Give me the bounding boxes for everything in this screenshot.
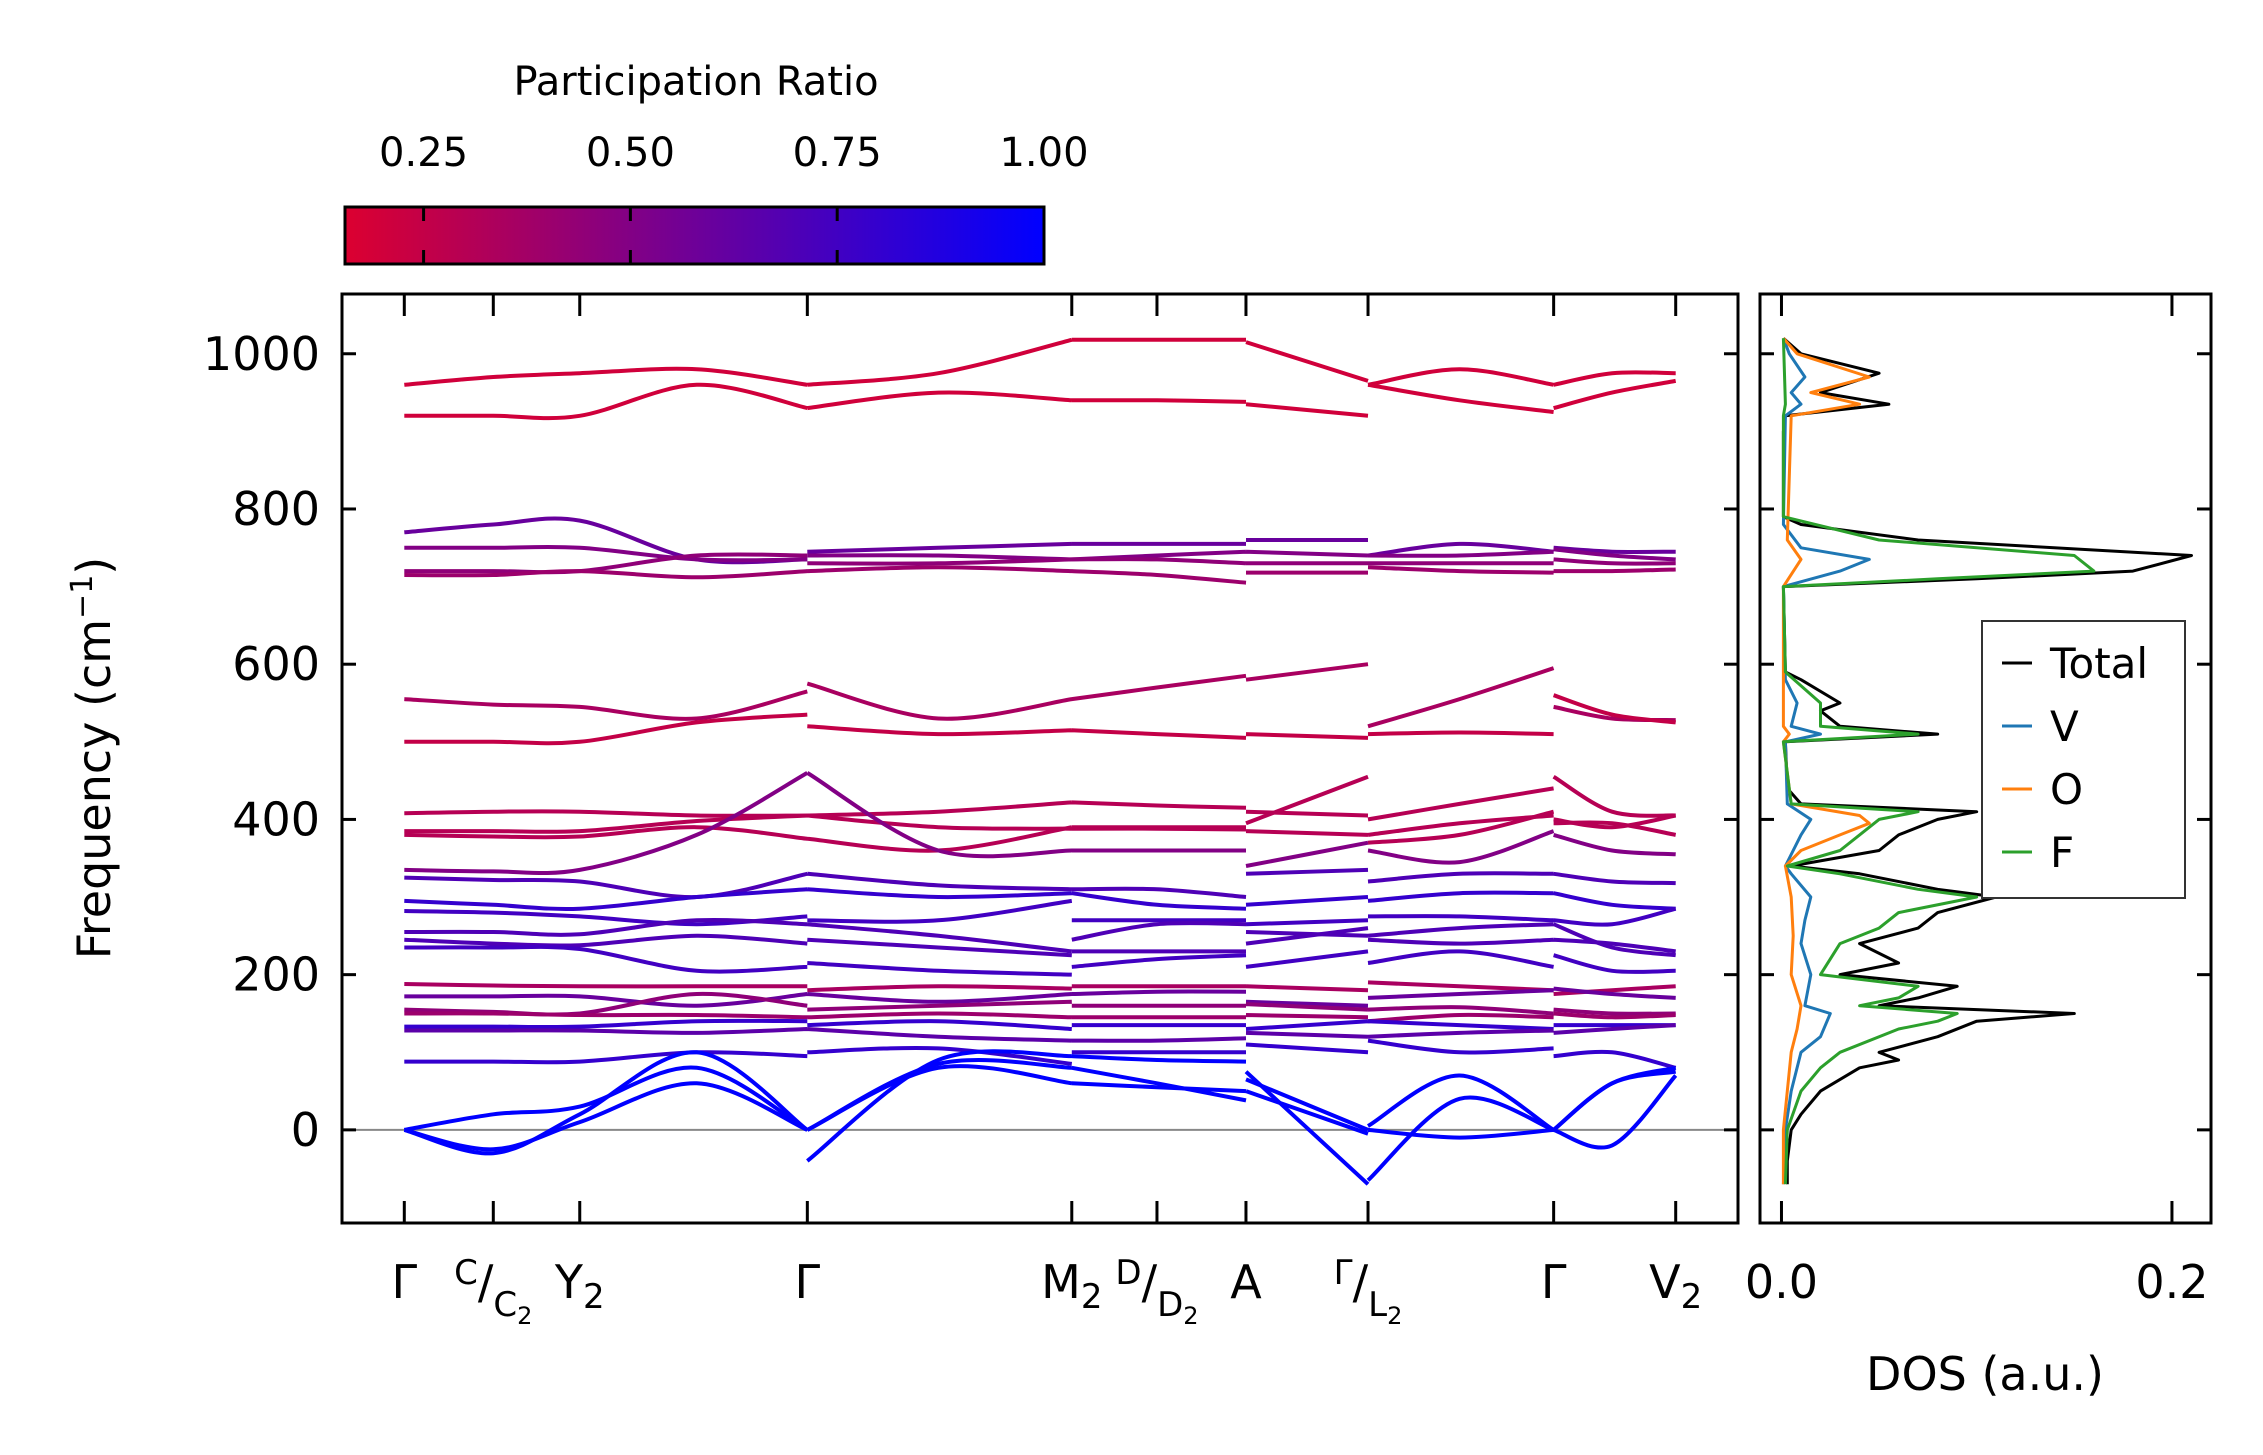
phonon-band [404, 980, 1676, 996]
x-tick-label: Γ/L2 [1334, 1253, 1403, 1330]
dos-line-v [1781, 337, 1871, 1185]
legend-label: F [2050, 828, 2074, 877]
x-tick-label-main: C [493, 1285, 517, 1325]
x-tick-label-sub: 2 [1387, 1302, 1402, 1330]
x-tick-label-sup: D [1115, 1253, 1141, 1293]
phonon-band [404, 1023, 1676, 1043]
x-tick-label: Γ [391, 1255, 417, 1309]
x-tick-label-main: A [1230, 1255, 1262, 1309]
phonon-band [404, 662, 1676, 729]
dos-line-f [1781, 338, 2096, 1185]
x-tick-label: M2 [1041, 1255, 1102, 1317]
phonon-band [404, 565, 1676, 585]
x-tick-label-main: V [1649, 1255, 1681, 1309]
y-tick-label: 800 [232, 482, 320, 536]
phonon-band [404, 887, 1676, 911]
y-tick-label: 600 [232, 637, 320, 691]
x-tick-label-sub: 2 [1081, 1277, 1103, 1317]
dos-line-o [1781, 337, 1871, 1185]
phonon-band [404, 693, 1676, 746]
phonon-band [404, 544, 1676, 563]
legend: Total VOF [1981, 620, 2186, 899]
x-tick-label-slash: / [478, 1255, 494, 1309]
phonon-band [404, 378, 1677, 421]
x-tick-label-sub: 2 [517, 1302, 532, 1330]
phonon-band [404, 1038, 1677, 1070]
colorbar-tick-label: 0.75 [793, 130, 882, 176]
x-tick-label: Y2 [554, 1255, 605, 1317]
x-tick-label-main: Γ [1541, 1255, 1567, 1309]
main-plot-frame [340, 292, 1740, 1225]
phonon-band [404, 337, 1676, 387]
phonon-band [404, 867, 1676, 900]
x-tick-label: Γ [1541, 1255, 1567, 1309]
x-tick-label-main: Γ [795, 1255, 821, 1309]
x-tick-label-sub: 2 [1183, 1302, 1198, 1330]
legend-label: O [2050, 765, 2083, 814]
phonon-band [404, 1018, 1676, 1031]
x-tick-label-sub: 2 [583, 1277, 605, 1317]
phonon-band [404, 926, 1676, 958]
dos-x-tick-label: 0.2 [2135, 1255, 2208, 1309]
colorbar: Participation Ratio 0.25 0.50 0.75 1.00 [343, 59, 1089, 266]
dos-x-axis-title: DOS (a.u.) [1866, 1347, 2104, 1401]
colorbar-tick-label: 0.50 [586, 130, 675, 176]
phonon-band [404, 944, 1676, 977]
x-tick-label: A [1230, 1255, 1262, 1309]
y-tick-label: 200 [232, 948, 320, 1002]
dos-plot-frame [1758, 292, 2213, 1225]
x-tick-label: C/C2 [454, 1253, 532, 1330]
dos-panel: 0.0 0.2 DOS (a.u.) Total VOF [1745, 292, 2213, 1401]
phonon-band [404, 516, 1676, 565]
phonon-band [404, 986, 1676, 1008]
x-tick-label-main: D [1157, 1285, 1183, 1325]
legend-label: V [2050, 702, 2079, 751]
x-tick-label-main: Y [554, 1255, 584, 1309]
phonon-band [404, 1011, 1676, 1024]
phonon-band [403, 1058, 1677, 1152]
x-tick-label-slash: / [1142, 1255, 1158, 1309]
phonon-band [404, 898, 1677, 927]
colorbar-gradient [343, 205, 1046, 266]
x-tick-label-sup: C [454, 1253, 478, 1293]
colorbar-tick-label: 0.25 [379, 130, 468, 176]
x-tick-label-main: M [1041, 1255, 1081, 1309]
y-tick-label: 400 [232, 792, 320, 846]
x-tick-label-main: Γ [391, 1255, 417, 1309]
x-tick-label-sup: Γ [1334, 1253, 1353, 1293]
phonon-band [403, 1049, 1678, 1186]
x-tick-label-slash: / [1353, 1255, 1369, 1309]
colorbar-tick-label: 1.00 [999, 130, 1088, 176]
x-tick-label: Γ [795, 1255, 821, 1309]
x-tick-label-main: L [1368, 1285, 1387, 1325]
colorbar-title: Participation Ratio [513, 59, 878, 105]
y-axis-title: Frequency (cm−1) [65, 557, 121, 960]
phonon-band [404, 771, 1676, 876]
x-tick-label: V2 [1649, 1255, 1702, 1317]
x-tick-label: D/D2 [1115, 1253, 1198, 1330]
phonon-band [403, 1064, 1677, 1132]
dos-x-tick-label: 0.0 [1745, 1255, 1818, 1309]
legend-label: Total [2049, 639, 2148, 688]
y-tick-label: 1000 [203, 327, 320, 381]
x-tick-label-sub: 2 [1681, 1277, 1703, 1317]
y-tick-label: 0 [291, 1103, 320, 1157]
phonon-band [404, 774, 1676, 822]
